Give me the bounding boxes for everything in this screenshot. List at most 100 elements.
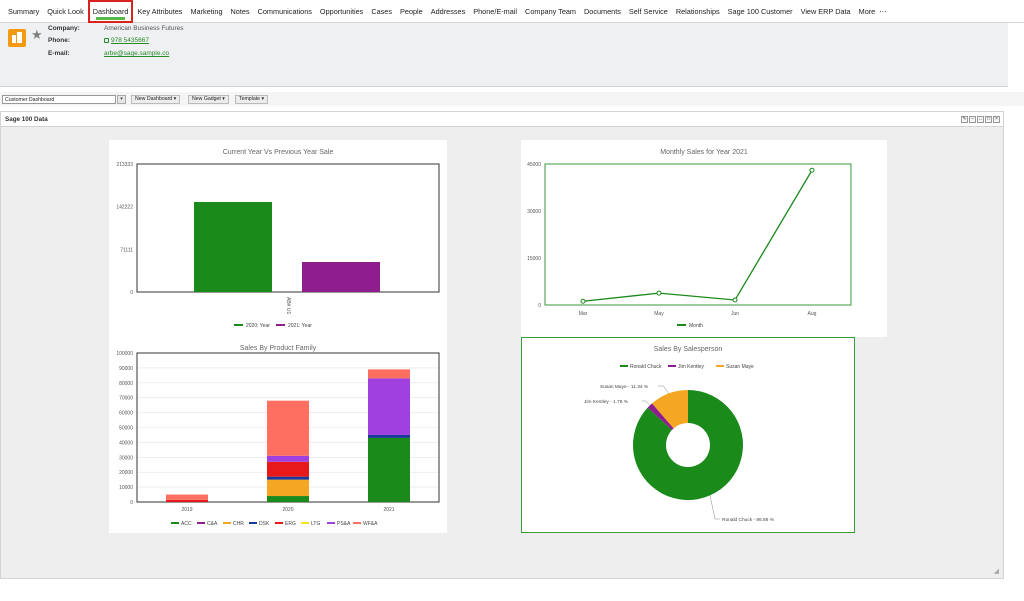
- y-tick-label: 142222: [116, 205, 133, 211]
- y-tick-label: 100000: [116, 351, 133, 357]
- legend-label: 2021: Year: [288, 323, 312, 329]
- plot-frame: [136, 163, 440, 293]
- leader-line: [658, 385, 670, 394]
- bar-segment: [267, 461, 309, 477]
- chart-svg: 0 71111 142222 213333 AB# U1 2020: Year 2021: …: [116, 162, 440, 329]
- tab-sage-100-customer[interactable]: Sage 100 Customer: [727, 6, 793, 16]
- tab-communications[interactable]: Communications: [257, 6, 312, 16]
- tab-addresses[interactable]: Addresses: [430, 6, 466, 16]
- bar-segment: [267, 479, 309, 497]
- legend-label: 2020: Year: [246, 323, 270, 329]
- x-tick-label: 2019: [181, 507, 192, 513]
- legend-label: Susan Maye: [726, 364, 754, 370]
- y-tick-label: 80000: [119, 381, 133, 387]
- new-gadget-label: New Gadget: [192, 96, 221, 102]
- legend-label: DSK: [259, 521, 270, 527]
- edit-icon[interactable]: ✎: [961, 116, 968, 123]
- y-tick-label: 20000: [119, 470, 133, 476]
- tab-notes[interactable]: Notes: [230, 6, 250, 16]
- bar-segment: [368, 378, 410, 435]
- x-tick-label: Jun: [731, 311, 739, 317]
- pie-slice: [633, 390, 743, 500]
- legend-label: PS&A: [337, 521, 351, 527]
- data-point: [732, 297, 738, 303]
- tab-more[interactable]: More: [858, 6, 876, 16]
- tab-marketing[interactable]: Marketing: [190, 6, 223, 16]
- leader-line: [642, 400, 650, 406]
- tab-documents[interactable]: Documents: [584, 6, 621, 16]
- bar-segment: [267, 455, 309, 462]
- chart-title: Sales By Product Family: [239, 345, 317, 352]
- legend-label: Month: [689, 323, 703, 329]
- tab-view-erp-data[interactable]: View ERP Data: [800, 6, 851, 16]
- x-tick-label: 2021: [383, 507, 394, 513]
- bar-segment: [267, 476, 309, 480]
- tab-people[interactable]: People: [400, 6, 423, 16]
- tab-relationships[interactable]: Relationships: [675, 6, 720, 16]
- minimize-icon[interactable]: –: [969, 116, 976, 123]
- gadget-header: Sage 100 Data ✎ – ↔ □ ×: [0, 111, 1004, 127]
- bar-segment: [368, 437, 410, 502]
- more-ellipsis-icon[interactable]: ⋯: [879, 6, 887, 16]
- y-tick-label: 213333: [116, 162, 133, 168]
- legend-label: C&A: [207, 521, 218, 527]
- slice-label: Susan Maye - 11.34 %: [600, 384, 649, 390]
- data-point: [656, 290, 662, 296]
- template-button[interactable]: Template ▾: [235, 95, 269, 104]
- gadget-body: ◢ Current Year Vs Previous Year Sale 0 71…: [0, 127, 1004, 579]
- tab-summary[interactable]: Summary: [8, 6, 40, 16]
- bar-segment: [368, 369, 410, 379]
- company-icon: [8, 29, 26, 47]
- new-gadget-button[interactable]: New Gadget ▾: [188, 95, 229, 104]
- pie-slice: [647, 403, 674, 431]
- right-margin: [1008, 23, 1024, 601]
- email-link[interactable]: arbe@sage.sample.co: [104, 50, 170, 57]
- x-tick-label: 2020: [282, 507, 293, 513]
- x-tick-label: Aug: [808, 311, 817, 317]
- y-tick-label: 40000: [119, 440, 133, 446]
- template-label: Template: [239, 96, 261, 102]
- tab-quick-look[interactable]: Quick Look: [47, 6, 84, 16]
- new-dashboard-button[interactable]: New Dashboard ▾: [131, 95, 181, 104]
- maximize-icon[interactable]: □: [985, 116, 992, 123]
- chart-monthly-sales: Monthly Sales for Year 2021 0 15000 30000 4…: [521, 140, 887, 337]
- dropdown-arrow-icon[interactable]: ▾: [117, 95, 126, 104]
- tab-opportunities[interactable]: Opportunities: [319, 6, 364, 16]
- y-tick-label: 10000: [119, 485, 133, 491]
- arrows-icon[interactable]: ↔: [977, 116, 984, 123]
- dashboard-select[interactable]: Customer Dashboard: [2, 95, 116, 104]
- chart-title: Current Year Vs Previous Year Sale: [222, 149, 334, 156]
- phone-label: Phone:: [48, 37, 71, 44]
- tab-company-team[interactable]: Company Team: [525, 6, 577, 16]
- phone-row: Phone: 978 5435667: [48, 37, 149, 44]
- phone-link[interactable]: 978 5435667: [111, 37, 149, 44]
- tab-dashboard[interactable]: Dashboard: [87, 0, 134, 23]
- tab-self-service[interactable]: Self Service: [628, 6, 668, 16]
- favorite-star-icon[interactable]: ★: [31, 27, 43, 42]
- new-dashboard-label: New Dashboard: [135, 96, 173, 102]
- email-label: E-mail:: [48, 50, 70, 57]
- close-icon[interactable]: ×: [993, 116, 1000, 123]
- legend-label: ACC: [181, 521, 192, 527]
- resize-grip-icon[interactable]: ◢: [993, 568, 999, 575]
- chart-year-vs-year: Current Year Vs Previous Year Sale 0 7111…: [109, 140, 447, 337]
- pie-slice: [652, 390, 688, 429]
- email-row: E-mail: arbe@sage.sample.co: [48, 50, 169, 57]
- legend-label: LTG: [311, 521, 320, 527]
- y-tick-label: 50000: [119, 426, 133, 432]
- y-tick-label: 70000: [119, 396, 133, 402]
- record-tab-bar: Summary Quick Look Dashboard Key Attributes…: [0, 0, 1024, 23]
- chart-product-family: Sales By Product Family 0 10000 20000 30000…: [109, 337, 447, 533]
- legend-label: Ronald Chuck: [630, 364, 662, 370]
- data-point: [809, 167, 815, 173]
- tab-cases[interactable]: Cases: [371, 6, 393, 16]
- tab-phone-e-mail[interactable]: Phone/E-mail: [473, 6, 518, 16]
- y-tick-label: 30000: [527, 209, 541, 215]
- series-line: [582, 169, 813, 302]
- tab-key-attributes[interactable]: Key Attributes: [137, 6, 183, 16]
- y-tick-label: 15000: [527, 256, 541, 262]
- chart-svg: 0 15000 30000 45000 Mar May Jun Aug Month: [527, 162, 852, 329]
- leader-line: [709, 495, 720, 520]
- bar-segment: [267, 400, 309, 456]
- company-row: Company: American Business Futures: [48, 25, 183, 32]
